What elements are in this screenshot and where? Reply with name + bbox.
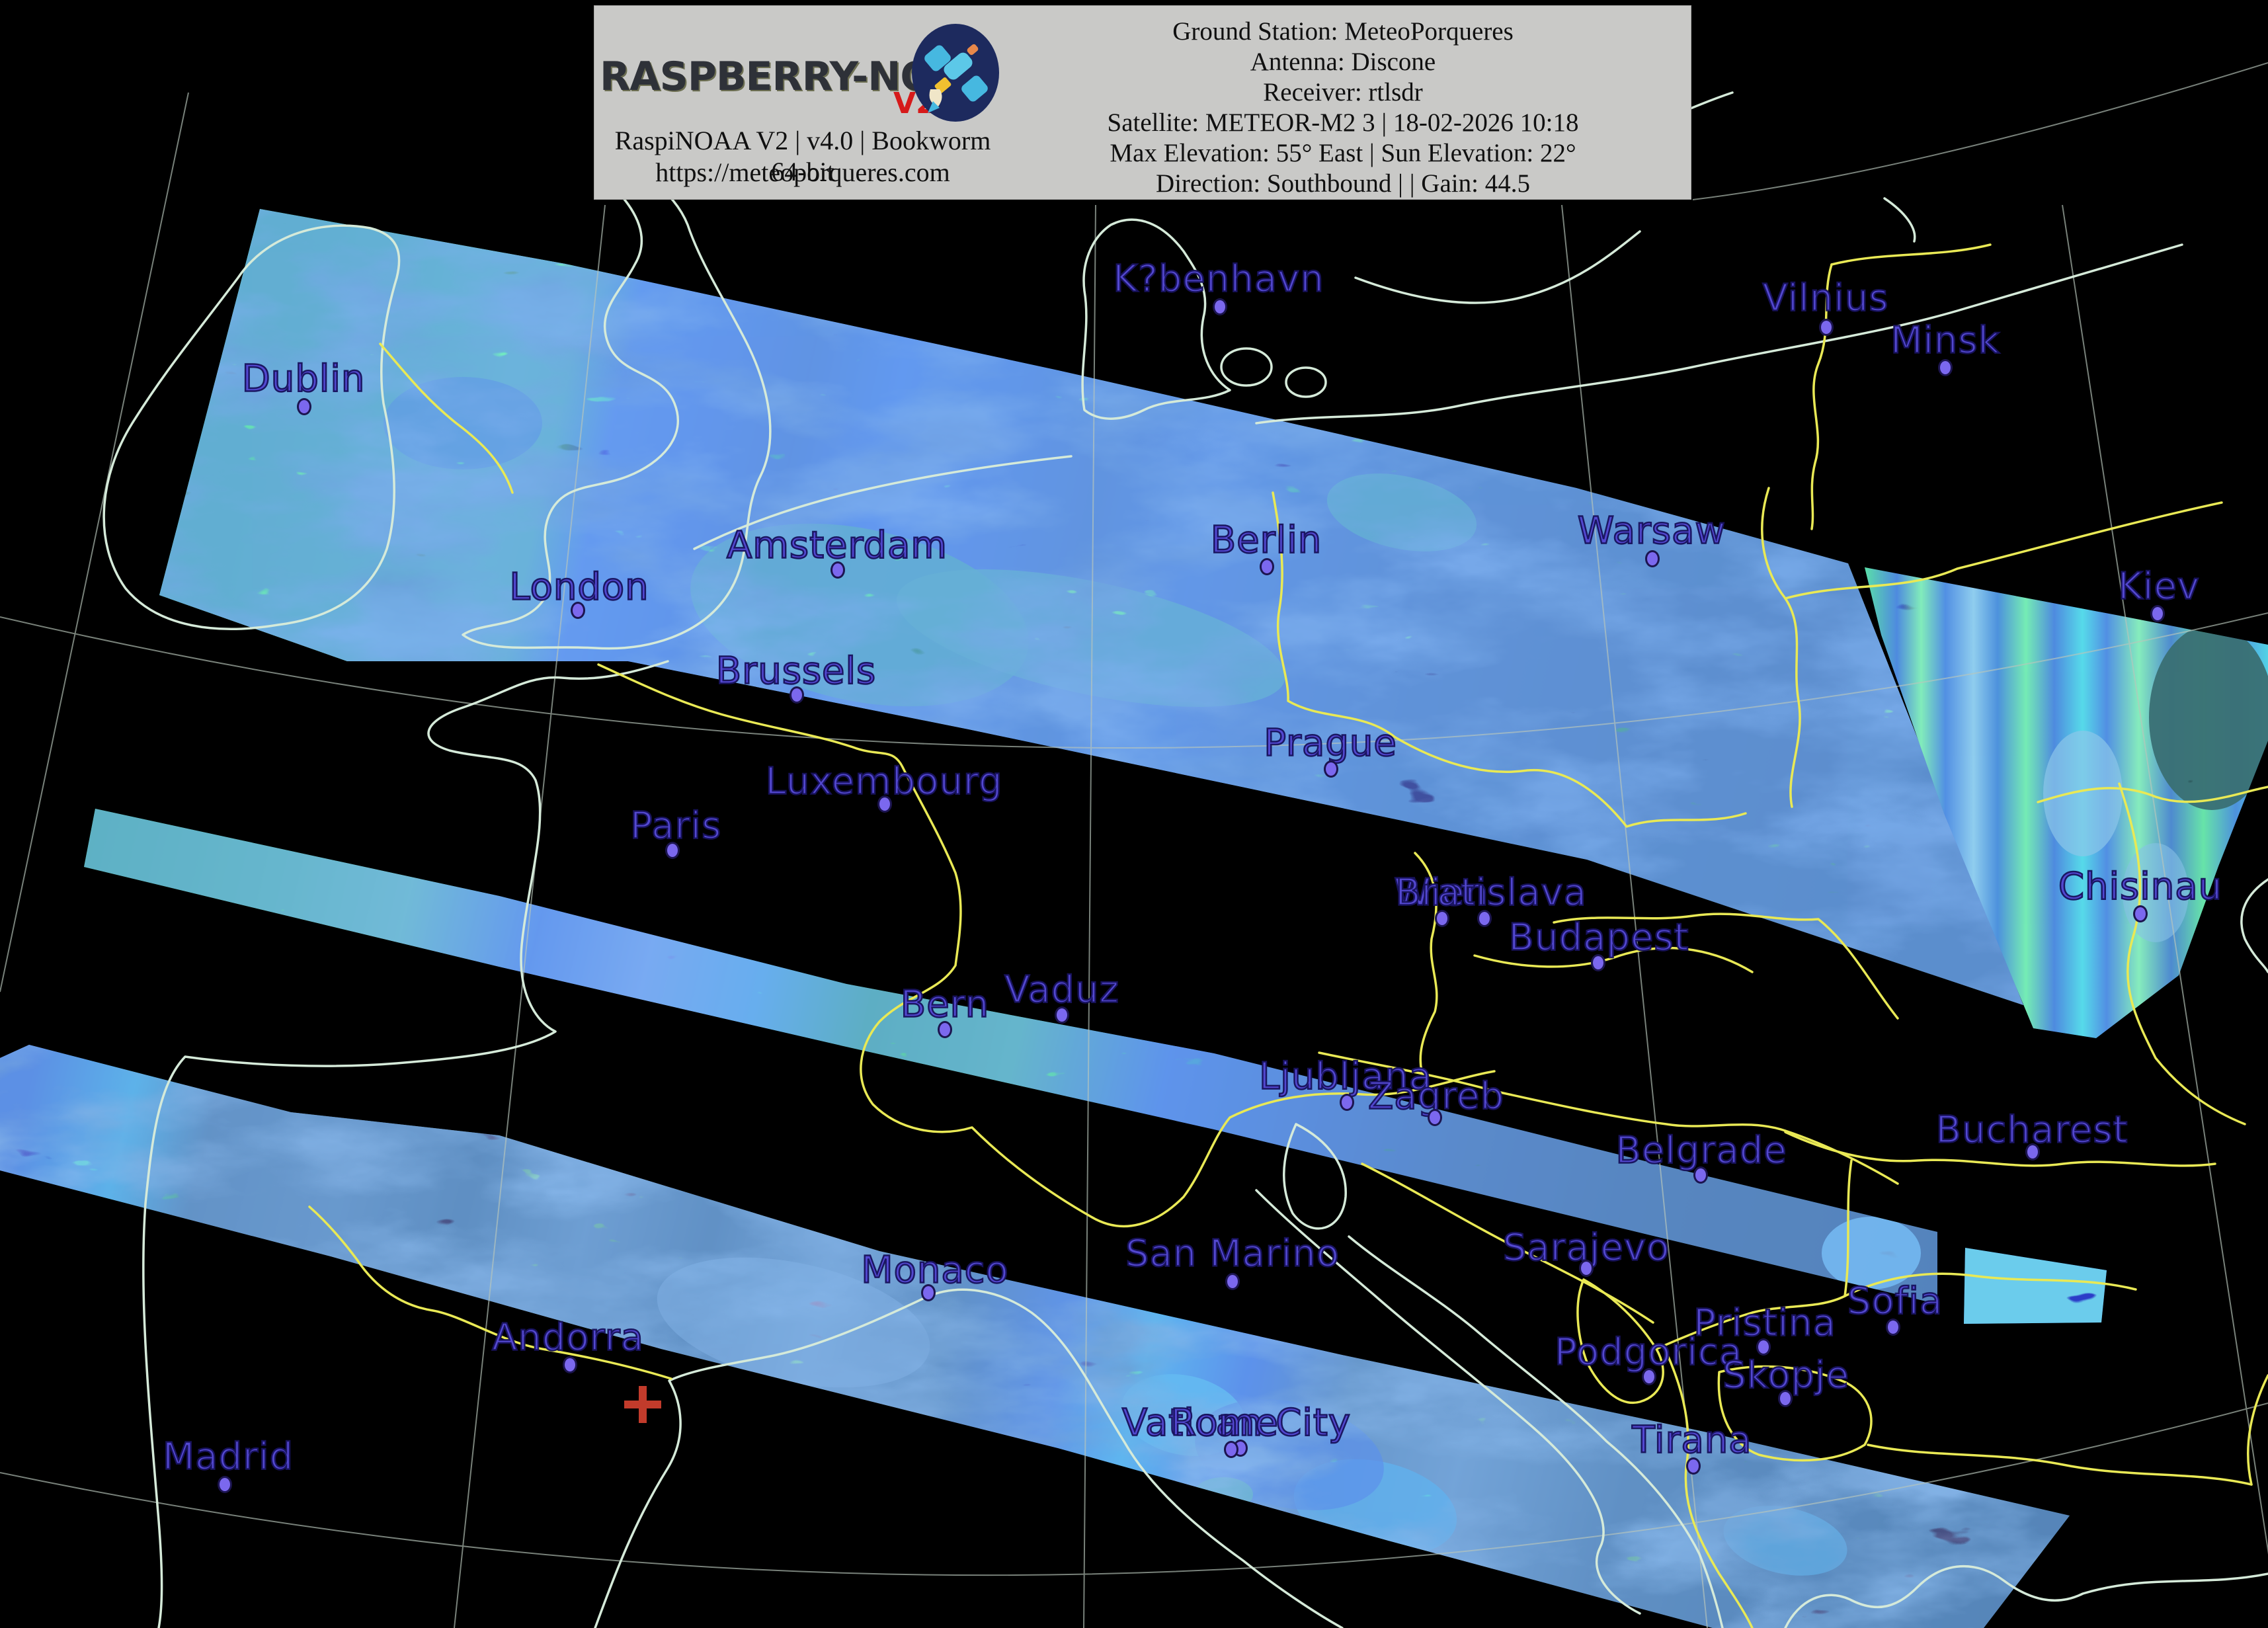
city-label: Wien [1393, 870, 1489, 915]
city-dot [1938, 359, 1953, 376]
city-dot [1324, 760, 1338, 778]
station-website-url: https://meteoporqueres.com [655, 157, 950, 187]
info-direction-gain: Direction: Southbound | | Gain: 44.5 [1156, 169, 1530, 198]
city-label: Sofia [1847, 1279, 1943, 1324]
city-label: Belgrade [1615, 1128, 1787, 1173]
city-dot [218, 1476, 232, 1493]
city-dot [1778, 1390, 1793, 1407]
city-label: Monaco [860, 1248, 1009, 1293]
city-dot [1224, 1441, 1238, 1458]
city-dot [1477, 910, 1492, 927]
city-label: K?benhavn [1112, 257, 1324, 302]
city-dot [563, 1356, 577, 1373]
city-label: Pristina [1693, 1301, 1836, 1346]
city-dot [2025, 1143, 2040, 1160]
city-dot [665, 842, 680, 859]
city-dot [938, 1021, 952, 1038]
info-ground-station: Ground Station: MeteoPorqueres [1172, 17, 1514, 46]
city-label: Podgorica [1554, 1330, 1743, 1375]
info-satellite-datetime: Satellite: METEOR-M2 3 | 18-02-2026 10:1… [1107, 108, 1579, 137]
city-label: Brussels [715, 649, 877, 694]
ground-station-cross-marker [624, 1386, 661, 1423]
city-label: Dublin [241, 356, 366, 401]
city-dot [297, 398, 311, 415]
branding-block: RASPBERRY-NOAA V2 RaspiNOAA V2 | v4.0 | … [594, 6, 1011, 199]
city-dot [1579, 1260, 1594, 1277]
info-panel: RASPBERRY-NOAA V2 RaspiNOAA V2 | v4.0 | … [594, 5, 1691, 200]
city-dot [1886, 1319, 1900, 1336]
city-dot [1225, 1273, 1240, 1290]
city-label: Kiev [2117, 564, 2200, 609]
city-dot [2133, 905, 2148, 922]
city-label: Chisinau [2058, 864, 2223, 909]
city-label: Amsterdam [726, 523, 948, 568]
city-label: Bratislava [1395, 870, 1587, 915]
city-dot [1260, 558, 1274, 575]
city-dot [1645, 550, 1660, 567]
city-dot [790, 686, 804, 704]
city-dot [1340, 1094, 1354, 1111]
city-dot [830, 561, 845, 579]
graticule-lines [0, 62, 2268, 1628]
city-dot [1591, 954, 1605, 971]
city-dot [1642, 1368, 1656, 1385]
city-label: Vilnius [1762, 276, 1889, 321]
city-label: Budapest [1508, 915, 1689, 960]
city-label: Andorra [491, 1315, 645, 1360]
city-dot [1213, 298, 1227, 315]
city-dot [1428, 1109, 1442, 1126]
city-dot [921, 1284, 936, 1301]
city-label: Vaduz [1004, 967, 1119, 1012]
city-dot [1435, 910, 1449, 927]
city-dot [2150, 605, 2165, 622]
city-label: Warsaw [1577, 509, 1726, 553]
city-label: Prague [1263, 721, 1397, 766]
city-dot [1055, 1006, 1069, 1024]
city-label: Ljubljana [1258, 1054, 1433, 1099]
info-elevation: Max Elevation: 55° East | Sun Elevation:… [1110, 139, 1576, 167]
city-label: Minsk [1890, 318, 2000, 363]
city-dot [1686, 1457, 1701, 1475]
city-label: Rome [1170, 1401, 1279, 1445]
city-dot [877, 795, 892, 813]
country-borders [308, 243, 2268, 1628]
city-label: Vatican City [1121, 1401, 1351, 1445]
city-dot [571, 602, 585, 619]
pass-info-block: Ground Station: MeteoPorqueres Antenna: … [1098, 17, 1588, 199]
version-line: RaspiNOAA V2 | v4.0 | Bookworm 64-bit [614, 126, 991, 186]
satellite-logo-icon [912, 24, 999, 122]
city-label: Tirana [1631, 1418, 1752, 1463]
info-antenna: Antenna: Discone [1250, 48, 1436, 76]
info-receiver: Receiver: rtlsdr [1263, 78, 1423, 106]
city-label: Madrid [162, 1434, 294, 1479]
city-label: Berlin [1209, 518, 1322, 563]
city-dot [1756, 1338, 1771, 1356]
city-label: San Marino [1125, 1231, 1340, 1276]
city-dot [1693, 1166, 1708, 1184]
city-label: Paris [629, 803, 722, 848]
city-dot [1819, 319, 1834, 336]
city-label: Bern [900, 982, 990, 1027]
